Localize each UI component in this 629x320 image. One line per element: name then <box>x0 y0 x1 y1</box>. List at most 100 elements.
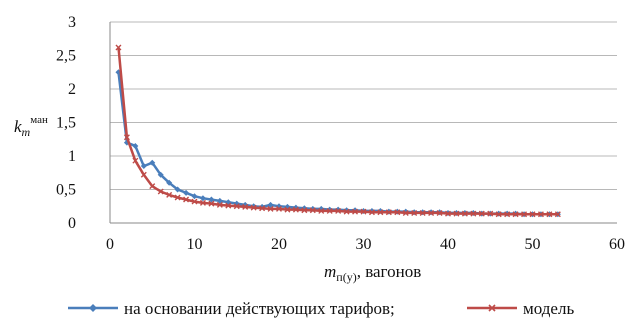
legend: на основании действующих тарифов; модель <box>68 299 574 318</box>
data-point-1 <box>529 211 536 218</box>
gridlines <box>110 21 617 190</box>
data-point-1 <box>360 208 367 215</box>
data-point-1 <box>225 202 232 209</box>
data-point-1 <box>487 210 494 217</box>
x-tick-label: 60 <box>609 236 625 253</box>
x-tick-labels: 0 10 20 30 40 50 60 <box>106 236 625 253</box>
x-axis-title-sub: п(у) <box>336 270 356 284</box>
data-point-1 <box>377 209 384 216</box>
data-point-1 <box>402 209 409 216</box>
data-point-1 <box>267 205 274 212</box>
data-point-1 <box>352 208 359 215</box>
data-point-1 <box>115 44 122 51</box>
y-tick-label: 3 <box>68 14 76 31</box>
data-point-0 <box>216 197 223 204</box>
data-point-1 <box>208 200 215 207</box>
data-point-1 <box>419 209 426 216</box>
data-point-1 <box>470 210 477 217</box>
y-tick-labels: 0 0,5 1 1,5 2 2,5 3 <box>56 14 76 232</box>
data-point-1 <box>292 206 299 213</box>
data-point-1 <box>504 211 511 218</box>
data-point-0 <box>174 186 181 193</box>
x-axis-title-suffix: , вагонов <box>357 262 422 281</box>
data-point-1 <box>199 199 206 206</box>
data-point-1 <box>284 206 291 213</box>
y-axis-title: kmман <box>14 114 48 139</box>
data-point-1 <box>166 191 173 198</box>
y-tick-label: 0 <box>68 215 76 232</box>
data-point-1 <box>478 210 485 217</box>
y-tick-label: 1 <box>68 148 76 165</box>
data-point-0 <box>267 201 274 208</box>
data-point-0 <box>166 179 173 186</box>
data-point-1 <box>157 188 164 195</box>
legend-item-1: модель <box>467 299 574 318</box>
x-tick-label: 50 <box>525 236 541 253</box>
data-point-1 <box>276 205 282 212</box>
y-tick-label: 2,5 <box>56 48 76 65</box>
y-tick-label: 1,5 <box>56 115 76 132</box>
data-point-1 <box>259 205 266 212</box>
x-tick-label: 10 <box>187 236 203 253</box>
data-point-1 <box>250 204 257 211</box>
data-point-1 <box>318 207 325 214</box>
data-point-1 <box>411 209 418 216</box>
series-group <box>115 44 561 218</box>
y-tick-label: 2 <box>68 81 76 98</box>
data-point-1 <box>461 210 468 217</box>
data-point-1 <box>537 211 544 218</box>
data-point-1 <box>521 211 528 218</box>
data-point-1 <box>326 207 333 214</box>
data-point-1 <box>495 211 502 218</box>
data-point-1 <box>149 183 156 190</box>
data-point-1 <box>183 196 190 203</box>
data-point-1 <box>216 201 223 208</box>
data-point-0 <box>183 189 190 196</box>
data-point-1 <box>140 171 147 178</box>
data-point-1 <box>445 210 451 217</box>
data-point-1 <box>132 157 139 164</box>
x-tick-label: 30 <box>356 236 372 253</box>
data-point-1 <box>512 211 519 218</box>
data-point-1 <box>436 209 443 216</box>
data-point-0 <box>199 195 206 202</box>
data-point-1 <box>123 134 130 141</box>
x-axis-title-main: m <box>324 262 336 281</box>
y-tick-label: 0,5 <box>56 182 76 199</box>
data-point-0 <box>132 142 139 149</box>
data-point-0 <box>157 171 164 178</box>
legend-label-0: на основании действующих тарифов; <box>124 299 395 318</box>
x-tick-label: 20 <box>271 236 287 253</box>
data-point-0 <box>149 159 156 166</box>
data-point-1 <box>394 209 401 216</box>
legend-marker-0 <box>89 304 97 312</box>
legend-label-1: модель <box>523 299 574 318</box>
y-axis-title-sub: m <box>22 125 31 139</box>
y-axis-title-main: k <box>14 117 22 136</box>
x-tick-label: 0 <box>106 236 114 253</box>
data-point-1 <box>368 209 375 216</box>
data-point-1 <box>385 209 392 216</box>
data-point-1 <box>191 198 198 205</box>
data-point-0 <box>140 163 147 170</box>
data-point-1 <box>233 203 240 210</box>
data-point-1 <box>242 203 249 210</box>
legend-item-0: на основании действующих тарифов; <box>68 299 395 318</box>
data-point-1 <box>554 211 561 218</box>
x-axis-title: mп(у), вагонов <box>324 262 421 284</box>
data-point-0 <box>208 196 215 203</box>
data-point-1 <box>335 207 342 214</box>
data-point-1 <box>301 207 308 214</box>
data-point-1 <box>453 210 460 217</box>
data-point-1 <box>343 208 350 215</box>
data-point-1 <box>546 211 553 218</box>
legend-marker-1 <box>488 304 496 312</box>
x-tick-label: 40 <box>440 236 456 253</box>
axes <box>109 22 617 224</box>
y-axis-title-sup: ман <box>30 114 48 126</box>
data-point-1 <box>309 207 316 214</box>
data-point-1 <box>174 194 181 201</box>
data-point-1 <box>428 209 435 216</box>
data-point-0 <box>191 193 198 200</box>
